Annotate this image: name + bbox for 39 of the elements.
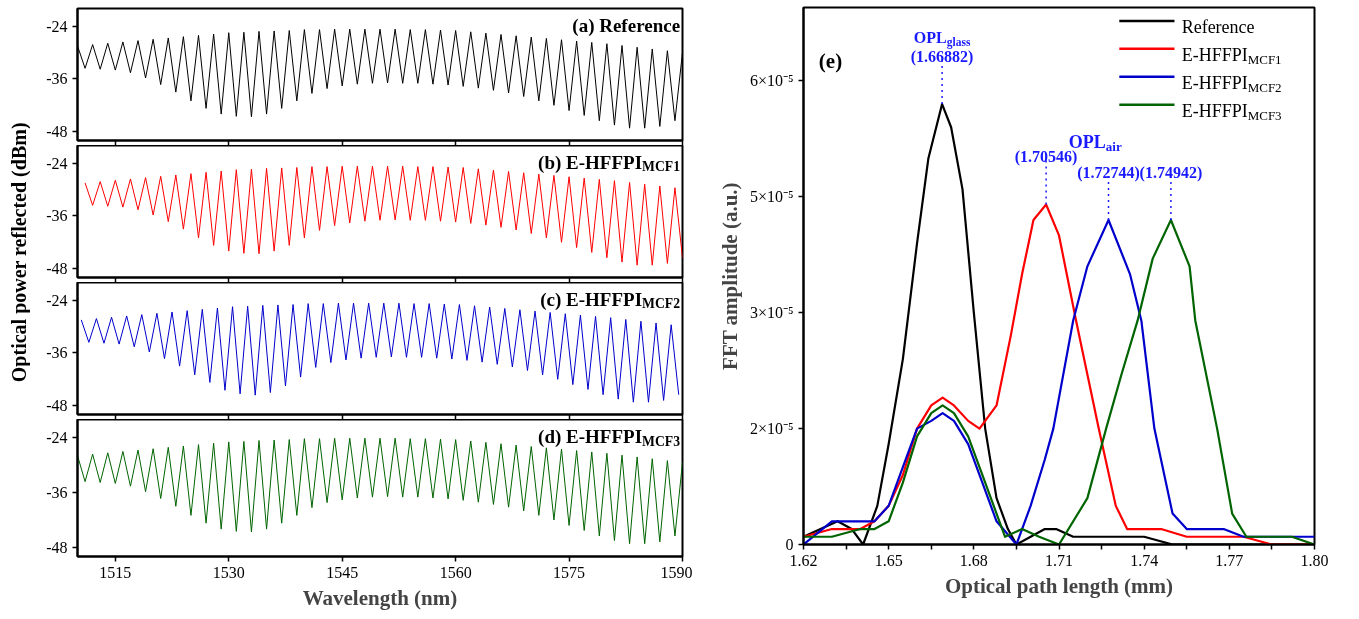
y-tick-label: -36 <box>46 207 68 225</box>
x-axis-title: Wavelength (nm) <box>302 585 458 610</box>
y-tick-label: -36 <box>46 344 68 362</box>
x-tick-label: 1590 <box>660 563 693 581</box>
y-tick-label: 5×10⁻⁵ <box>749 188 794 206</box>
x-tick-label: 1.77 <box>1215 551 1244 569</box>
x-tick-label: 1560 <box>439 563 472 581</box>
x-axis-title: Optical path length (mm) <box>944 573 1174 598</box>
y-tick-label: 0 <box>785 536 794 553</box>
x-tick-label: 1.80 <box>1300 551 1329 569</box>
x-tick-label: 1.74 <box>1130 551 1159 569</box>
annotation: (1.74942) <box>1139 163 1203 182</box>
legend-label: Reference <box>1181 16 1255 37</box>
y-tick-label: -36 <box>46 484 68 502</box>
y-tick-label: -36 <box>46 70 68 88</box>
y-tick-label: -24 <box>46 17 68 35</box>
y-tick-label: -24 <box>46 154 68 172</box>
y-tick-label: -48 <box>46 123 68 141</box>
x-tick-label: 1545 <box>326 563 359 581</box>
y-tick-label: -48 <box>46 260 68 278</box>
chart-title: (a) Reference <box>572 14 681 37</box>
x-tick-label: 1530 <box>212 563 245 581</box>
x-tick-label: 1.68 <box>959 551 988 569</box>
y-tick-label: 3×10⁻⁵ <box>749 304 794 322</box>
y-tick-label: -24 <box>46 291 68 309</box>
x-tick-label: 1.65 <box>874 551 903 569</box>
text: (e) <box>818 49 843 74</box>
x-tick-label: 1.62 <box>789 551 818 569</box>
y-tick-label: -48 <box>46 397 68 415</box>
y-tick-label: -48 <box>46 538 68 556</box>
y-tick-label: -24 <box>46 429 68 447</box>
y-tick-label: 2×10⁻⁵ <box>749 420 794 438</box>
y-tick-label: 6×10⁻⁵ <box>749 72 794 90</box>
x-tick-label: 1515 <box>99 563 132 581</box>
x-tick-label: 1575 <box>553 563 586 581</box>
y-axis-title: FFT amplitude (a.u.) <box>717 182 742 370</box>
annotation: (1.72744) <box>1077 163 1140 182</box>
y-axis-title: Optical power reflected (dBm) <box>8 122 32 383</box>
x-tick-label: 1.71 <box>1045 551 1073 569</box>
